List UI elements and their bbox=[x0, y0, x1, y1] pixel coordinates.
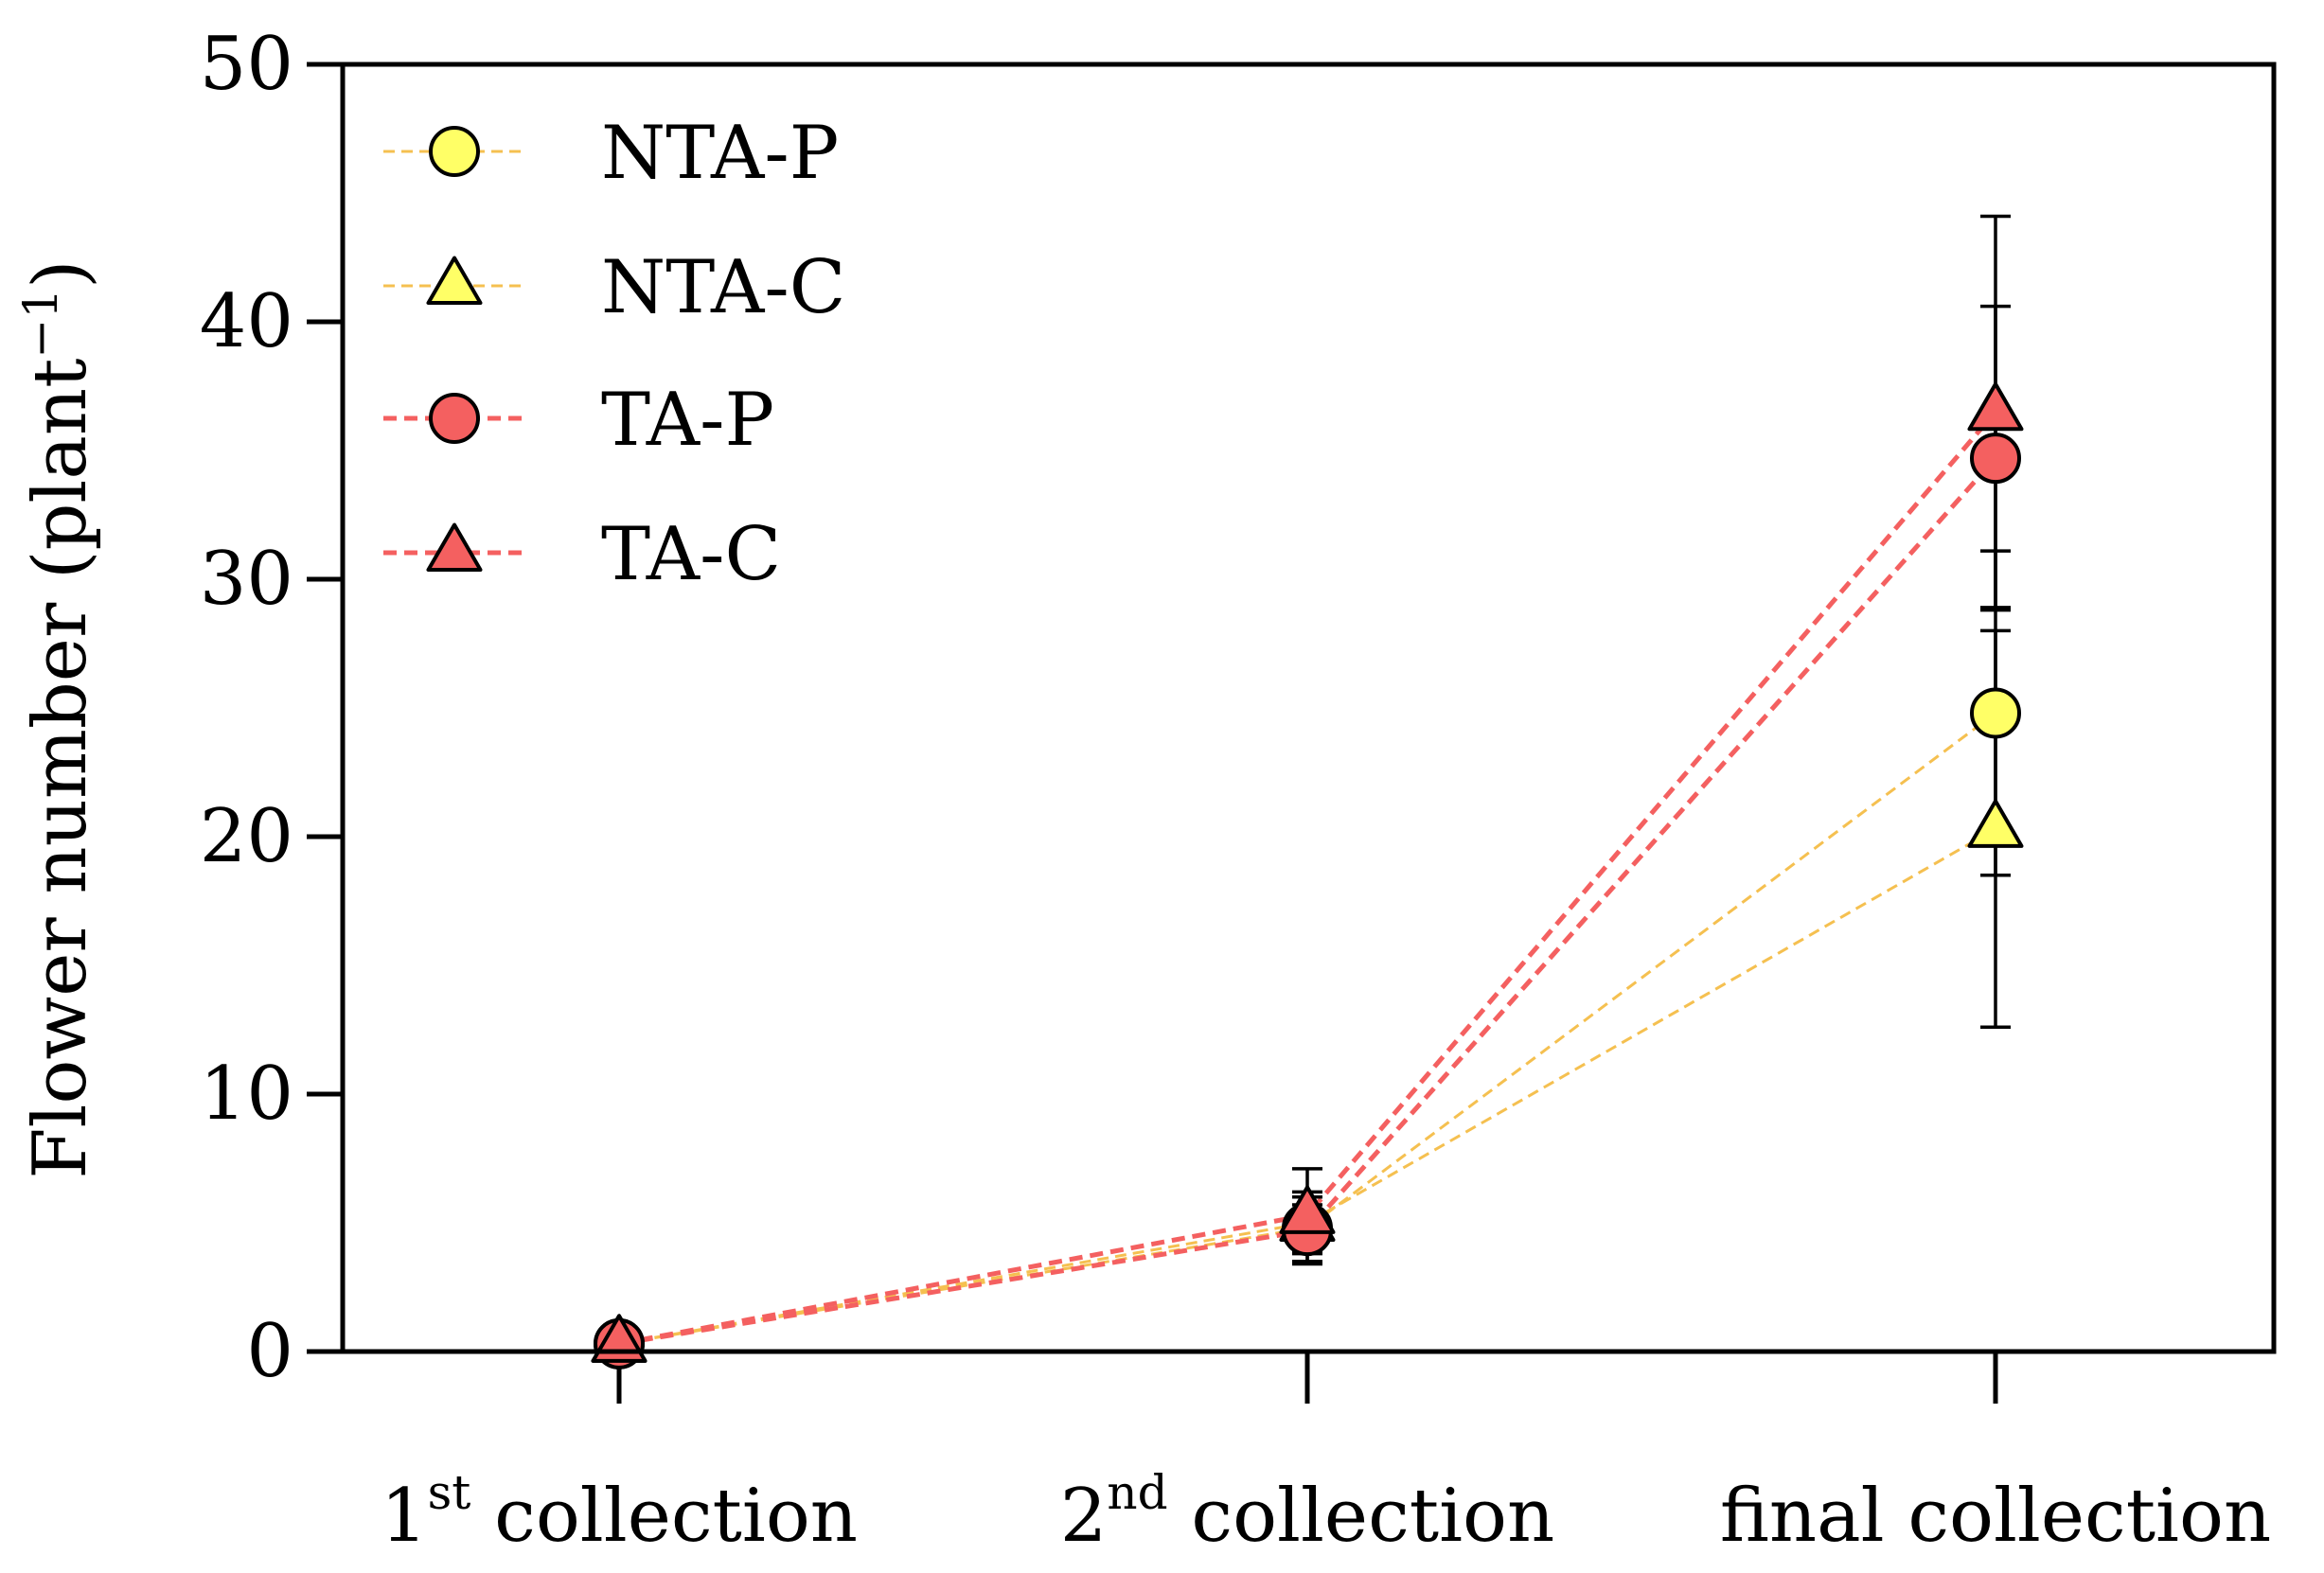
x-tick-label-text: collection bbox=[1168, 1474, 1555, 1559]
legend-label: NTA-P bbox=[601, 111, 839, 196]
legend: NTA-P NTA-C TA-P TA-C bbox=[383, 111, 845, 597]
x-tick-label: 2nd collection bbox=[1060, 1465, 1555, 1559]
series-markers bbox=[591, 381, 2024, 1370]
series-layer bbox=[591, 214, 2024, 1370]
legend-marker bbox=[429, 393, 480, 444]
data-point-ta-p bbox=[1970, 433, 2021, 485]
data-point-ta-c bbox=[1279, 1185, 1336, 1234]
legend-marker bbox=[426, 256, 483, 306]
x-tick-label: 1st collection bbox=[381, 1465, 858, 1559]
y-axis-title-main: Flower number (plant bbox=[18, 359, 103, 1179]
y-tick-label: 0 bbox=[246, 1309, 293, 1394]
legend-item-nta-p: NTA-P bbox=[383, 111, 839, 196]
y-tick-label: 50 bbox=[200, 22, 293, 107]
y-tick-label: 40 bbox=[200, 279, 293, 364]
x-tick-label-sup: st bbox=[428, 1465, 471, 1520]
data-point-ta-c bbox=[1967, 381, 2024, 432]
series-line-nta-c bbox=[618, 827, 1996, 1346]
x-tick-label-num: 1 bbox=[381, 1474, 428, 1559]
plot-border bbox=[340, 62, 2277, 1354]
x-axis: 1st collection 2nd collection final collec… bbox=[381, 1352, 2271, 1559]
data-point-nta-p bbox=[1970, 687, 2021, 739]
legend-label: TA-C bbox=[601, 512, 781, 597]
legend-label: TA-P bbox=[601, 378, 774, 463]
legend-item-nta-c: NTA-C bbox=[383, 245, 845, 330]
y-axis-title-sup: −1 bbox=[13, 289, 68, 359]
x-tick-label-text: collection bbox=[470, 1474, 858, 1559]
y-tick-label: 20 bbox=[200, 794, 293, 879]
y-axis-title-close: ) bbox=[18, 259, 103, 288]
x-tick-label-text: final collection bbox=[1720, 1474, 2271, 1559]
y-tick-label: 10 bbox=[200, 1052, 293, 1137]
y-tick-label: 30 bbox=[200, 537, 293, 622]
x-tick-label: final collection bbox=[1720, 1474, 2271, 1559]
x-tick-label-num: 2 bbox=[1060, 1474, 1108, 1559]
y-axis-title: Flower number (plant−1) bbox=[13, 259, 103, 1178]
y-axis: 0 10 20 30 40 50 Flower number (plant−1) bbox=[13, 22, 343, 1394]
legend-marker bbox=[429, 126, 480, 177]
plot-frame bbox=[340, 62, 2277, 1354]
x-tick-label-sup: nd bbox=[1107, 1465, 1167, 1520]
legend-item-ta-p: TA-P bbox=[383, 378, 774, 463]
legend-label: NTA-C bbox=[601, 245, 845, 330]
legend-marker bbox=[426, 522, 483, 573]
legend-item-ta-c: TA-C bbox=[383, 512, 781, 597]
data-point-nta-c bbox=[1967, 799, 2024, 848]
